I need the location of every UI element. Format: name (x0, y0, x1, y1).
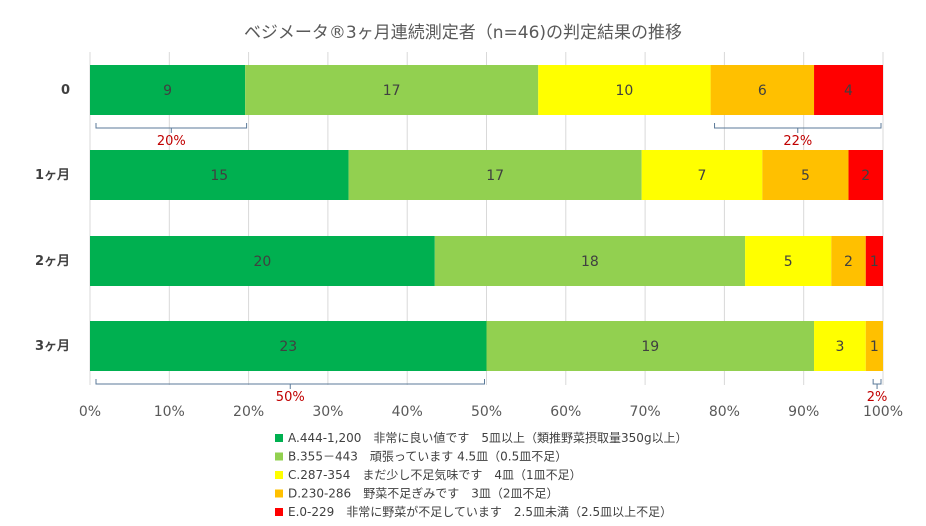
bar-segment (90, 236, 435, 286)
bar-segment (90, 321, 487, 371)
annotation-label: 22% (783, 134, 812, 149)
legend-entry: E.0-229 非常に野菜が不足しています 2.5皿未満（2.5皿以上不足） (288, 504, 672, 519)
category-label: 2ヶ月 (35, 254, 70, 269)
x-tick-label: 100% (863, 404, 903, 420)
chart-title: ベジメータ®3ヶ月連続測定者（n=46)の判定結果の推移 (244, 23, 682, 43)
data-label: 2 (844, 254, 853, 270)
bar-segment (814, 65, 883, 115)
data-label: 10 (615, 83, 633, 99)
x-tick-label: 40% (392, 404, 423, 420)
bars: 9 17 10 6 4 15 17 7 5 2 20 18 5 2 1 23 19 3 1 (90, 65, 883, 371)
legend-swatch (275, 508, 283, 516)
legend-swatch (275, 471, 283, 479)
bar-segment (865, 236, 883, 286)
annotation-bracket (714, 123, 882, 133)
legend-swatch (275, 434, 283, 442)
bar-segment (538, 65, 711, 115)
bar-segment (848, 150, 883, 200)
x-tick-label: 10% (154, 404, 185, 420)
x-axis-ticks: 0% 10% 20% 30% 40% 50% 60% 70% 80% 90% 100% (79, 404, 903, 420)
bar-segment (762, 150, 849, 200)
annotations: 20% 22% 50% 2% (95, 123, 888, 405)
data-label: 1 (870, 339, 879, 355)
bar-segment (486, 321, 815, 371)
bar-segment (245, 65, 539, 115)
category-label: 0 (61, 83, 70, 98)
data-label: 19 (641, 339, 659, 355)
data-label: 17 (486, 168, 504, 184)
bar-segment (90, 65, 246, 115)
data-label: 18 (581, 254, 599, 270)
legend-entry: D.230-286 野菜不足ぎみです 3皿（2皿不足） (288, 487, 558, 501)
data-label: 6 (758, 83, 767, 99)
x-tick-label: 70% (630, 404, 661, 420)
annotation-label: 20% (157, 134, 186, 149)
x-tick-label: 50% (471, 404, 502, 420)
data-label: 5 (801, 168, 810, 184)
category-label: 3ヶ月 (35, 339, 70, 354)
annotation-bracket (95, 379, 485, 389)
data-label: 1 (870, 254, 879, 270)
legend-swatch (275, 452, 283, 461)
legend-entry: A.444-1,200 非常に良い値です 5皿以上（類推野菜摂取量350g以上） (288, 430, 688, 445)
x-tick-label: 20% (233, 404, 264, 420)
annotation-bracket (872, 379, 882, 389)
legend-swatch (275, 489, 283, 498)
legend-entry: B.355－443 頑張っています 4.5皿（0.5皿不足） (288, 450, 567, 464)
bar-segment (814, 321, 866, 371)
data-label: 3 (835, 339, 844, 355)
bar-segment (865, 321, 883, 371)
data-label: 5 (784, 254, 793, 270)
legend: A.444-1,200 非常に良い値です 5皿以上（類推野菜摂取量350g以上）… (275, 430, 688, 519)
x-tick-label: 0% (79, 404, 101, 420)
data-label: 9 (163, 83, 172, 99)
bar-segment (641, 150, 763, 200)
data-label: 23 (279, 339, 297, 355)
x-tick-label: 90% (788, 404, 819, 420)
x-tick-label: 60% (550, 404, 581, 420)
bar-segment (745, 236, 832, 286)
data-label: 4 (844, 83, 853, 99)
bar-segment (831, 236, 866, 286)
bar-segment (710, 65, 815, 115)
data-label: 20 (253, 254, 271, 270)
data-label: 7 (698, 168, 707, 184)
data-label: 2 (861, 168, 870, 184)
legend-entry: C.287-354 まだ少し不足気味です 4皿（1皿不足） (288, 467, 582, 482)
x-tick-label: 30% (312, 404, 343, 420)
bar-segment (348, 150, 642, 200)
bar-segment (90, 150, 349, 200)
x-tick-label: 80% (709, 404, 740, 420)
category-label: 1ヶ月 (35, 168, 70, 183)
annotation-label: 50% (276, 390, 305, 405)
data-label: 15 (210, 168, 228, 184)
annotation-label: 2% (867, 390, 888, 405)
data-label: 17 (383, 83, 401, 99)
annotation-bracket (95, 123, 248, 133)
category-labels: 0 1ヶ月 2ヶ月 3ヶ月 (35, 83, 70, 354)
bar-segment (434, 236, 746, 286)
